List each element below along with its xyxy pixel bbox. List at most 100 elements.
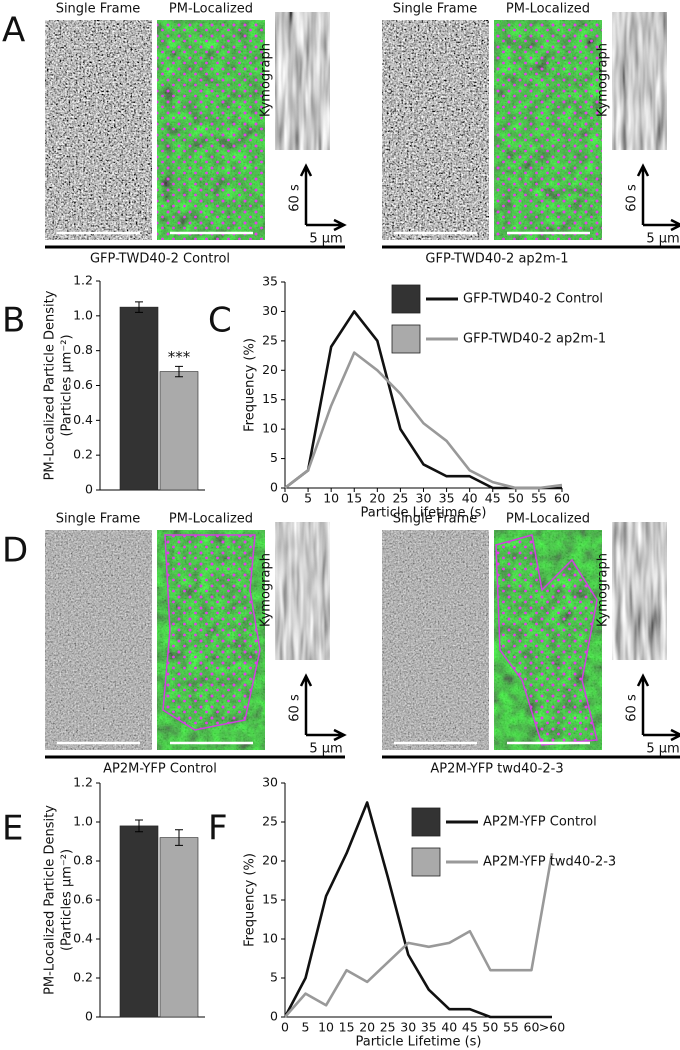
x-tick-label: 30	[416, 491, 432, 506]
x-tick-label: 0	[281, 491, 289, 506]
time-arrow	[299, 673, 313, 735]
y-tick-label: 0.8	[73, 342, 93, 357]
length-arrow	[306, 728, 347, 742]
y-axis-label: (Particles µm⁻²)	[60, 334, 75, 436]
legend-label: GFP-TWD40-2 ap2m-1	[463, 332, 606, 347]
x-tick-label: 55	[531, 491, 547, 506]
single-frame-image	[45, 20, 152, 240]
panel-letter: C	[208, 301, 232, 341]
legend-label: GFP-TWD40-2 Control	[463, 292, 603, 307]
y-tick-label: 20	[262, 362, 278, 377]
kymograph-image	[275, 522, 330, 660]
caption: GFP-TWD40-2 Control	[90, 252, 230, 267]
y-tick-label: 30	[262, 775, 278, 790]
kymograph-label: Kymograph	[259, 43, 274, 117]
time-arrow	[636, 673, 650, 735]
y-tick-label: 0.4	[73, 931, 93, 946]
time-scale-label: 60 s	[288, 694, 303, 722]
length-scale-label: 5 µm	[309, 742, 342, 757]
kymograph-label: Kymograph	[596, 553, 611, 627]
x-axis-label: Particle Lifetime (s)	[355, 1035, 481, 1050]
single-frame-label: Single Frame	[393, 512, 478, 527]
y-tick-label: 15	[262, 391, 278, 406]
x-tick-label: 40	[441, 1020, 457, 1035]
x-tick-label: 55	[503, 1020, 519, 1035]
y-tick-label: 35	[262, 274, 278, 289]
y-tick-label: 1.2	[73, 273, 93, 288]
x-tick-label: 45	[485, 491, 501, 506]
x-tick-label: 30	[400, 1020, 416, 1035]
y-axis-label: (Particles µm⁻²)	[60, 849, 75, 951]
y-tick-label: 0	[85, 1009, 93, 1024]
single-frame-label: Single Frame	[56, 2, 141, 17]
time-scale-label: 60 s	[625, 184, 640, 212]
particle-dots	[157, 20, 265, 240]
x-tick-label: 40	[462, 491, 478, 506]
x-tick-label: 35	[439, 491, 455, 506]
y-tick-label: 0	[270, 480, 278, 495]
length-scale-label: 5 µm	[309, 232, 342, 247]
single-frame-image	[382, 20, 489, 240]
legend-swatch	[411, 847, 441, 877]
single-frame-image	[382, 530, 489, 750]
error-bar	[135, 301, 143, 313]
single-frame-label: Single Frame	[393, 2, 478, 17]
y-tick-label: 0	[85, 482, 93, 497]
particle-dots	[494, 20, 602, 240]
y-tick-label: 1.0	[73, 814, 93, 829]
y-axis-label: Frequency (%)	[243, 338, 258, 432]
x-tick-label: 15	[346, 491, 362, 506]
panel-letter: D	[2, 531, 28, 571]
x-tick-label: 25	[380, 1020, 396, 1035]
x-tick-label: 10	[323, 491, 339, 506]
y-tick-label: 0.8	[73, 853, 93, 868]
kymograph-label: Kymograph	[596, 43, 611, 117]
x-tick-label: 10	[318, 1020, 334, 1035]
caption: GFP-TWD40-2 ap2m-1	[425, 252, 568, 267]
panel-letter: F	[208, 809, 228, 849]
y-axis-label: PM-Localized Particle Density	[43, 290, 58, 480]
error-bar	[175, 365, 183, 378]
legend-swatch	[411, 807, 441, 837]
time-scale-label: 60 s	[625, 694, 640, 722]
y-tick-label: 30	[262, 303, 278, 318]
x-tick-label: 50	[508, 491, 524, 506]
single-frame-image	[45, 530, 152, 750]
x-tick-label: 20	[369, 491, 385, 506]
x-tick-label: 45	[462, 1020, 478, 1035]
length-arrow	[306, 218, 347, 232]
x-tick-label: >60	[539, 1020, 565, 1035]
y-tick-label: 25	[262, 814, 278, 829]
length-scale-label: 5 µm	[646, 232, 679, 247]
y-axis-label: PM-Localized Particle Density	[43, 805, 58, 995]
cell-outline	[495, 534, 598, 746]
y-tick-label: 1.0	[73, 307, 93, 322]
y-axis-label: Frequency (%)	[243, 853, 258, 947]
legend-swatch	[391, 324, 421, 354]
y-tick-label: 25	[262, 332, 278, 347]
caption: AP2M-YFP twd40-2-3	[430, 762, 563, 777]
x-tick-label: 15	[339, 1020, 355, 1035]
y-tick-label: 0.6	[73, 892, 93, 907]
x-tick-label: 60	[524, 1020, 540, 1035]
bar	[119, 306, 159, 491]
length-arrow	[643, 728, 680, 742]
bar	[119, 825, 159, 1018]
panel-letter: B	[2, 301, 25, 341]
kymograph-image	[275, 12, 330, 150]
length-arrow	[643, 218, 680, 232]
x-tick-label: 5	[304, 491, 312, 506]
x-axis-label: Particle Lifetime (s)	[360, 506, 486, 521]
pm-localized-label: PM-Localized	[169, 512, 253, 527]
kymograph-label: Kymograph	[259, 553, 274, 627]
x-tick-label: 20	[359, 1020, 375, 1035]
pm-localized-label: PM-Localized	[169, 2, 253, 17]
legend-swatch	[391, 284, 421, 314]
x-tick-label: 0	[281, 1020, 289, 1035]
panel-letter: E	[2, 809, 23, 849]
time-arrow	[299, 163, 313, 225]
y-tick-label: 10	[262, 421, 278, 436]
y-tick-label: 15	[262, 892, 278, 907]
kymograph-image	[612, 12, 667, 150]
